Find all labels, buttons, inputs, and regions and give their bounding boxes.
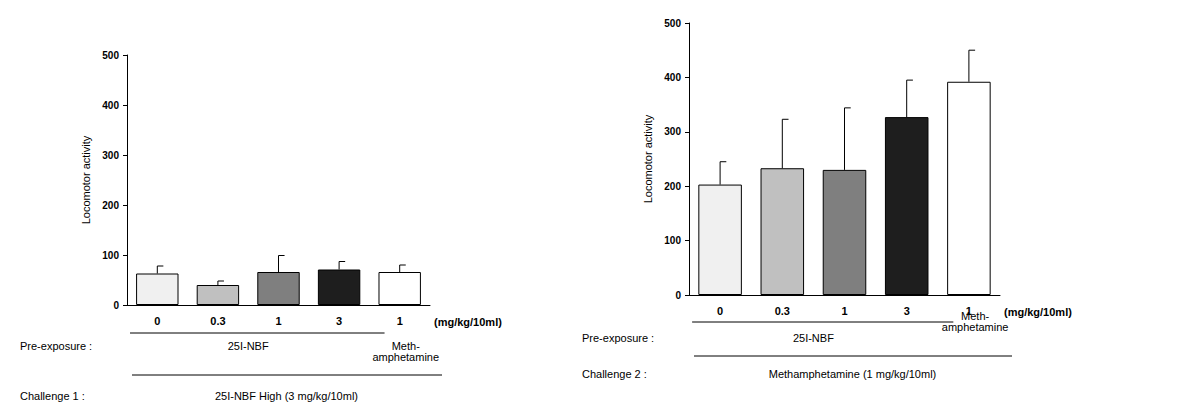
svg-text:25I-NBF: 25I-NBF [793,332,834,344]
svg-text:0: 0 [113,300,119,311]
svg-text:500: 500 [664,18,681,29]
svg-text:(mg/kg/10ml): (mg/kg/10ml) [434,316,502,328]
svg-text:300: 300 [102,150,119,161]
svg-text:3: 3 [904,305,910,317]
svg-text:Locomotor activity: Locomotor activity [642,114,654,203]
svg-text:Pre-exposure :: Pre-exposure : [20,340,92,352]
svg-text:1: 1 [397,315,403,327]
svg-text:300: 300 [664,126,681,137]
svg-text:Meth-: Meth- [391,339,420,352]
svg-text:0: 0 [675,290,681,301]
svg-text:Methamphetamine (1 mg/kg/10ml): Methamphetamine (1 mg/kg/10ml) [769,368,937,380]
svg-text:500: 500 [102,50,119,61]
svg-text:(mg/kg/10ml): (mg/kg/10ml) [1004,306,1072,318]
svg-text:100: 100 [664,235,681,246]
svg-text:1: 1 [841,305,847,317]
svg-text:Pre-exposure :: Pre-exposure : [582,332,654,344]
svg-text:Locomotor activity: Locomotor activity [80,135,92,224]
svg-text:Challenge 1 :: Challenge 1 : [20,390,85,402]
svg-text:1: 1 [966,305,972,317]
svg-text:25I-NBF: 25I-NBF [228,340,269,352]
svg-text:200: 200 [102,200,119,211]
svg-text:amphetamine: amphetamine [942,321,1009,333]
svg-text:400: 400 [664,72,681,83]
svg-text:0: 0 [154,315,160,327]
svg-text:0.3: 0.3 [210,315,225,327]
svg-text:1: 1 [275,315,281,327]
svg-text:amphetamine: amphetamine [372,351,439,363]
svg-text:400: 400 [102,100,119,111]
svg-text:0: 0 [717,305,723,317]
svg-text:100: 100 [102,250,119,261]
svg-text:Challenge 2 :: Challenge 2 : [582,368,647,380]
svg-text:25I-NBF High (3 mg/kg/10ml): 25I-NBF High (3 mg/kg/10ml) [215,390,358,402]
svg-text:200: 200 [664,181,681,192]
svg-text:3: 3 [336,315,342,327]
svg-text:0.3: 0.3 [775,305,790,317]
